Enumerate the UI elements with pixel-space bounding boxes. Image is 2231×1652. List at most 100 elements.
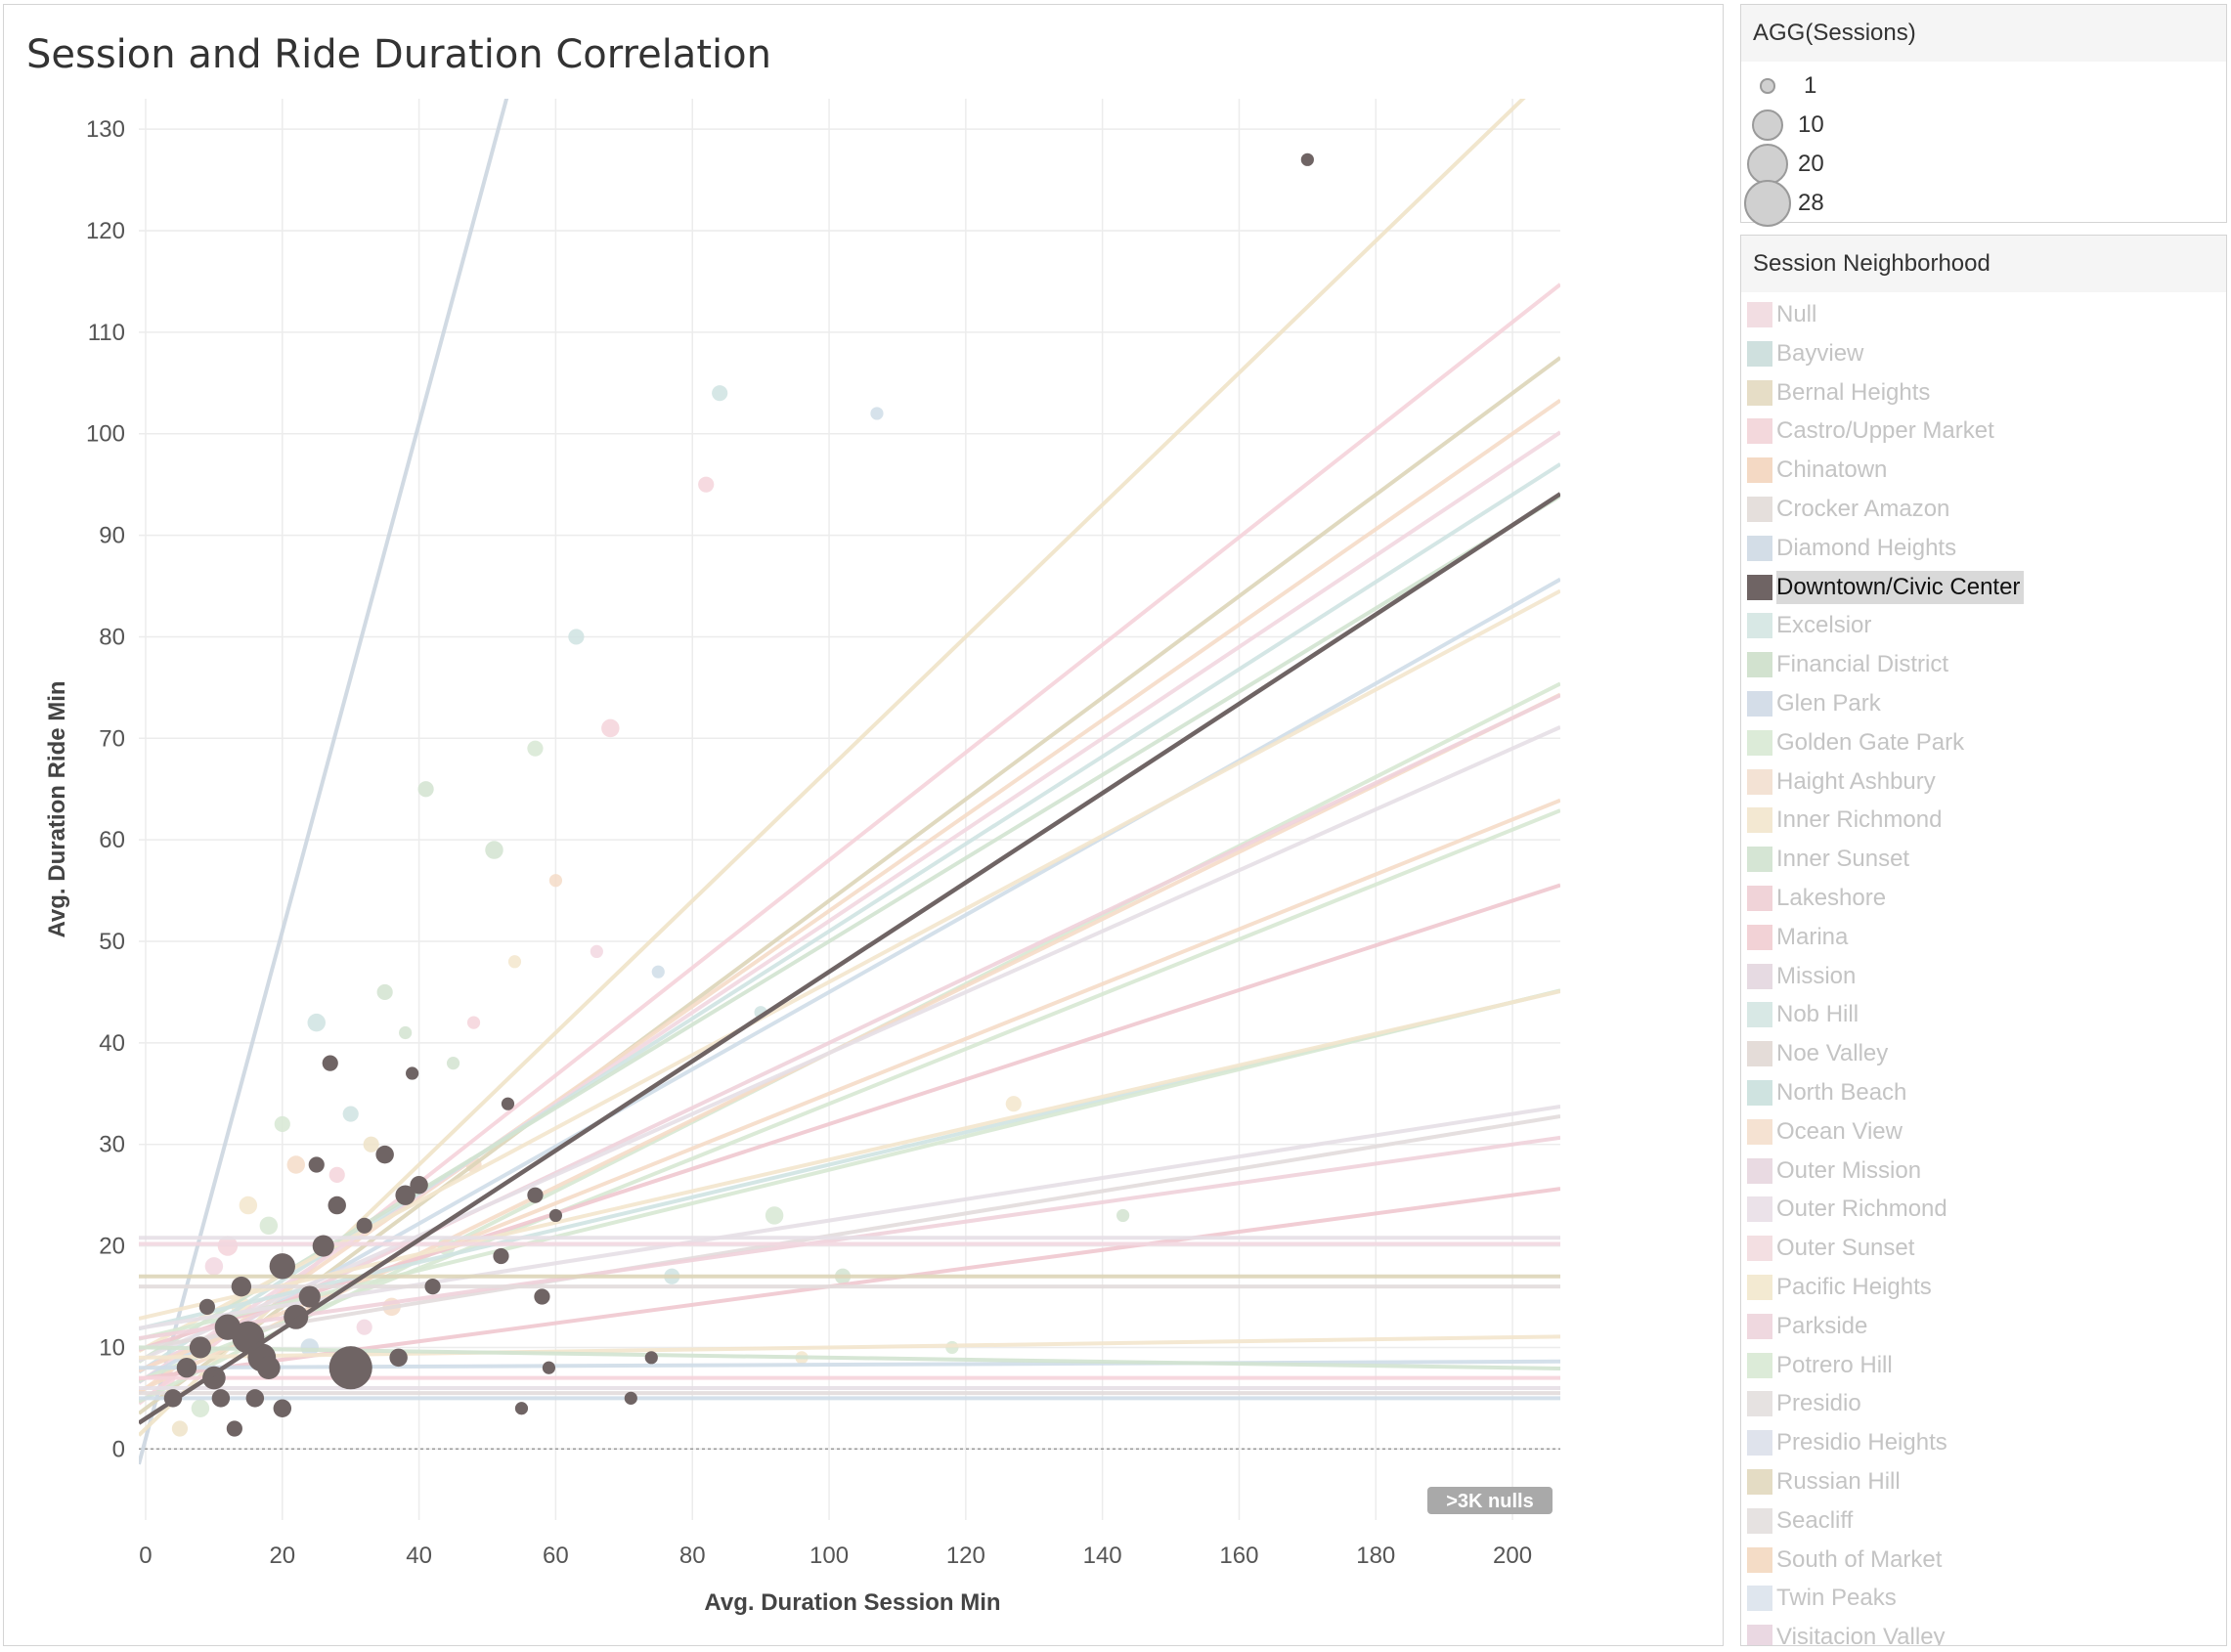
legend-swatch bbox=[1747, 1157, 1772, 1184]
x-axis-title: Avg. Duration Session Min bbox=[704, 1589, 1000, 1616]
chart-pane: Session and Ride Duration Correlation 0 2… bbox=[3, 4, 1724, 1646]
legend-item[interactable]: Presidio bbox=[1741, 1383, 2226, 1420]
legend-item[interactable]: North Beach bbox=[1741, 1072, 2226, 1109]
legend-item[interactable]: Lakeshore bbox=[1741, 878, 2226, 915]
data-point bbox=[363, 1136, 379, 1152]
y-tick-label: 100 bbox=[86, 421, 125, 448]
legend-label: Chinatown bbox=[1776, 456, 1888, 484]
highlighted-point bbox=[226, 1420, 242, 1437]
legend-swatch bbox=[1747, 1625, 1772, 1645]
legend-item[interactable]: Presidio Heights bbox=[1741, 1422, 2226, 1459]
highlighted-point bbox=[322, 1055, 338, 1071]
data-point bbox=[204, 1257, 224, 1276]
legend-item[interactable]: Diamond Heights bbox=[1741, 528, 2226, 565]
data-point bbox=[300, 1338, 319, 1357]
chart-title: Session and Ride Duration Correlation bbox=[26, 32, 771, 77]
data-point bbox=[466, 1016, 481, 1029]
legend-item[interactable]: Null bbox=[1741, 294, 2226, 331]
data-point bbox=[651, 965, 665, 978]
y-tick-label: 50 bbox=[99, 929, 125, 955]
legend-swatch bbox=[1747, 768, 1772, 795]
legend-label: Excelsior bbox=[1776, 612, 1872, 639]
y-axis-title: Avg. Duration Ride Min bbox=[44, 680, 70, 937]
legend-item[interactable]: South of Market bbox=[1741, 1540, 2226, 1577]
legend-swatch bbox=[1747, 457, 1772, 484]
legend-swatch bbox=[1747, 418, 1772, 445]
legend-item[interactable]: Excelsior bbox=[1741, 605, 2226, 642]
legend-item[interactable]: Chinatown bbox=[1741, 450, 2226, 487]
legend-item[interactable]: Parkside bbox=[1741, 1306, 2226, 1343]
x-tick-label: 140 bbox=[1083, 1543, 1122, 1569]
trend-line bbox=[139, 1334, 1560, 1360]
color-legend: Session Neighborhood Null Bayview Bernal H… bbox=[1740, 235, 2227, 1646]
legend-item[interactable]: Glen Park bbox=[1741, 683, 2226, 720]
legend-swatch bbox=[1747, 1391, 1772, 1417]
legend-label: Lakeshore bbox=[1776, 885, 1887, 911]
legend-item[interactable]: Golden Gate Park bbox=[1741, 722, 2226, 760]
size-legend: AGG(Sessions) 1 10 20 28 bbox=[1740, 4, 2227, 228]
neighborhood-list[interactable]: Null Bayview Bernal Heights Castro/Upper Ma… bbox=[1741, 292, 2226, 1645]
legend-label: Marina bbox=[1776, 923, 1849, 950]
legend-item[interactable]: Inner Richmond bbox=[1741, 800, 2226, 837]
data-point bbox=[307, 1013, 326, 1032]
scatter-plot[interactable]: 0 20 40 60 80 100 120 140 160 180 200 0 10 20 30 40 50 60… bbox=[4, 5, 1723, 1645]
null-indicator-label: >3K nulls bbox=[1446, 1491, 1533, 1512]
legend-label: South of Market bbox=[1776, 1545, 1943, 1573]
legend-item[interactable]: Outer Mission bbox=[1741, 1151, 2226, 1188]
legend-label: Twin Peaks bbox=[1776, 1585, 1897, 1612]
data-point bbox=[274, 1115, 290, 1133]
highlighted-point bbox=[375, 1145, 394, 1164]
trend-line bbox=[139, 99, 1526, 1437]
legend-item[interactable]: Pacific Heights bbox=[1741, 1267, 2226, 1304]
legend-item[interactable]: Downtown/Civic Center bbox=[1741, 567, 2226, 604]
legend-item[interactable]: Ocean View bbox=[1741, 1111, 2226, 1149]
legend-item[interactable]: Mission bbox=[1741, 956, 2226, 993]
legend-item[interactable]: Bernal Heights bbox=[1741, 372, 2226, 410]
x-tick-label: 180 bbox=[1356, 1543, 1395, 1569]
highlighted-point bbox=[308, 1156, 325, 1173]
data-point bbox=[399, 1025, 413, 1040]
x-tick-label: 100 bbox=[809, 1543, 849, 1569]
legend-item[interactable]: Seacliff bbox=[1741, 1500, 2226, 1538]
legend-label: Mission bbox=[1776, 962, 1857, 989]
legend-item[interactable]: Noe Valley bbox=[1741, 1033, 2226, 1070]
legend-item[interactable]: Outer Richmond bbox=[1741, 1189, 2226, 1226]
legend-item[interactable]: Financial District bbox=[1741, 644, 2226, 681]
legend-item[interactable]: Inner Sunset bbox=[1741, 839, 2226, 876]
legend-swatch bbox=[1747, 1469, 1772, 1495]
legend-label: Parkside bbox=[1776, 1312, 1868, 1339]
legend-item[interactable]: Outer Sunset bbox=[1741, 1228, 2226, 1265]
highlighted-point bbox=[501, 1097, 515, 1110]
legend-item[interactable]: Visitacion Valley bbox=[1741, 1617, 2226, 1645]
trend-line bbox=[139, 1345, 1560, 1370]
legend-label: Bayview bbox=[1776, 339, 1864, 367]
size-legend-label: 10 bbox=[1798, 111, 1824, 138]
legend-swatch bbox=[1747, 379, 1772, 406]
null-indicator bbox=[1427, 1487, 1553, 1514]
legend-swatch bbox=[1747, 1586, 1772, 1612]
legend-item[interactable]: Castro/Upper Market bbox=[1741, 411, 2226, 448]
size-legend-label: 20 bbox=[1798, 151, 1824, 177]
data-point bbox=[527, 740, 544, 757]
size-circle bbox=[1747, 144, 1788, 185]
size-circle bbox=[1751, 109, 1783, 141]
size-legend-item: 28 bbox=[1741, 179, 2226, 228]
highlighted-point bbox=[548, 1208, 563, 1223]
legend-item[interactable]: Russian Hill bbox=[1741, 1461, 2226, 1499]
y-tick-label: 40 bbox=[99, 1030, 125, 1057]
data-point bbox=[507, 955, 522, 969]
legend-item[interactable]: Bayview bbox=[1741, 333, 2226, 370]
legend-item[interactable]: Potrero Hill bbox=[1741, 1345, 2226, 1382]
highlighted-point bbox=[231, 1276, 252, 1297]
legend-label: Diamond Heights bbox=[1776, 534, 1957, 561]
legend-swatch bbox=[1747, 302, 1772, 327]
legend-item[interactable]: Marina bbox=[1741, 917, 2226, 954]
highlighted-point bbox=[328, 1346, 372, 1390]
data-point bbox=[286, 1155, 306, 1174]
legend-item[interactable]: Haight Ashbury bbox=[1741, 761, 2226, 799]
legend-item[interactable]: Twin Peaks bbox=[1741, 1578, 2226, 1615]
legend-item[interactable]: Nob Hill bbox=[1741, 994, 2226, 1031]
legend-swatch bbox=[1747, 535, 1772, 561]
legend-item[interactable]: Crocker Amazon bbox=[1741, 489, 2226, 526]
highlighted-trend-line bbox=[139, 492, 1560, 1425]
